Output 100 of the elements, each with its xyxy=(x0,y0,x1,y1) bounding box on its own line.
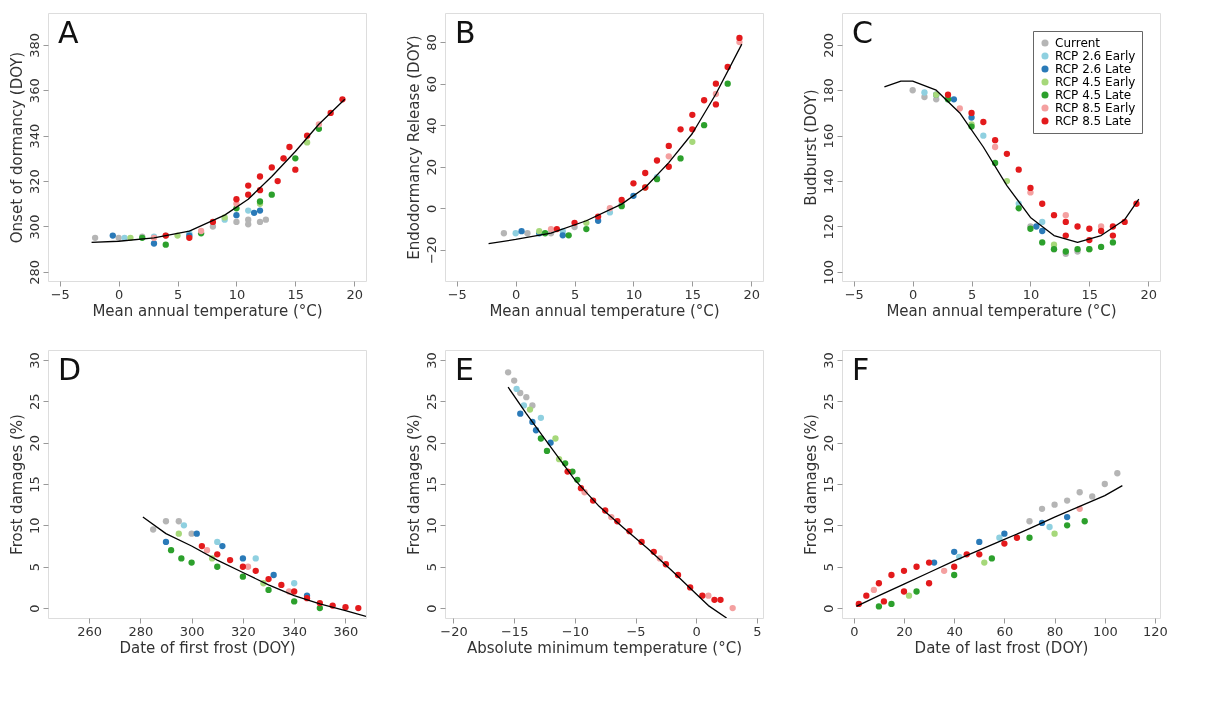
legend-label: RCP 4.5 Late xyxy=(1055,88,1132,102)
x-tick-label: −5 xyxy=(844,286,864,302)
y-tick-label: 30 xyxy=(423,352,439,369)
y-tick-label: 360 xyxy=(26,78,42,104)
x-axis-title: Mean annual temperature (°C) xyxy=(92,301,323,320)
annotation: E xyxy=(455,352,474,387)
y-axis-title: Frost damages (%) xyxy=(7,414,26,555)
x-tick-label: 10 xyxy=(625,286,643,302)
y-axis-title: Onset of dormancy (DOY) xyxy=(7,51,26,244)
x-tick-label: 5 xyxy=(570,286,580,302)
y-tick-label: 25 xyxy=(423,393,439,411)
legend-label: Current xyxy=(1055,36,1101,50)
x-tick-label: 20 xyxy=(896,623,913,639)
x-tick-label: 100 xyxy=(1092,623,1118,639)
y-axis-title: Endodormancy Release (DOY) xyxy=(404,35,423,260)
x-tick-label: 0 xyxy=(115,286,124,302)
y-tick-label: 20 xyxy=(26,434,42,452)
x-tick-label: 5 xyxy=(753,623,762,639)
x-tick-label: 320 xyxy=(230,623,256,639)
x-axis-title: Date of first frost (DOY) xyxy=(119,638,296,657)
annotation: A xyxy=(58,15,79,50)
y-tick-label: 180 xyxy=(820,78,836,104)
annotation: F xyxy=(852,352,870,387)
y-tick-label: 140 xyxy=(820,169,836,194)
x-tick-label: 5 xyxy=(967,286,977,302)
x-tick-label: 15 xyxy=(684,286,702,302)
x-axis-title: Date of last frost (DOY) xyxy=(914,638,1089,657)
y-tick-label: 10 xyxy=(423,517,439,535)
y-axis-title: Frost damages (%) xyxy=(801,414,820,555)
y-tick-label: 5 xyxy=(820,563,836,572)
x-tick-label: 10 xyxy=(228,286,246,302)
x-tick-label: 0 xyxy=(850,623,859,639)
y-tick-label: −20 xyxy=(423,236,439,265)
y-tick-label: 10 xyxy=(26,517,42,535)
x-tick-label: −20 xyxy=(440,623,468,639)
y-tick-label: 320 xyxy=(26,169,42,194)
x-axis-title: Absolute minimum temperature (°C) xyxy=(466,638,743,657)
x-tick-label: 120 xyxy=(1143,623,1168,639)
y-tick-label: 200 xyxy=(820,32,836,58)
y-tick-label: 160 xyxy=(820,123,836,149)
x-tick-label: −5 xyxy=(447,286,467,302)
legend-label: RCP 2.6 Early xyxy=(1055,49,1136,63)
y-tick-label: 15 xyxy=(423,476,439,493)
y-axis-title: Frost damages (%) xyxy=(404,414,423,555)
x-axis-title: Mean annual temperature (°C) xyxy=(489,301,720,320)
x-tick-label: 340 xyxy=(282,623,308,639)
y-tick-label: 40 xyxy=(423,117,439,134)
annotation: C xyxy=(852,15,873,50)
y-tick-label: 380 xyxy=(26,32,42,58)
x-tick-label: 15 xyxy=(1081,286,1099,302)
y-tick-label: 80 xyxy=(423,34,439,51)
y-tick-label: 10 xyxy=(820,517,836,535)
y-tick-label: 25 xyxy=(26,393,42,411)
y-tick-label: 25 xyxy=(820,393,836,411)
x-tick-label: 0 xyxy=(512,286,521,302)
x-tick-label: 0 xyxy=(692,623,701,639)
x-tick-label: 300 xyxy=(179,623,205,639)
y-tick-label: 120 xyxy=(820,214,836,240)
legend-label: RCP 2.6 Late xyxy=(1055,62,1132,76)
y-tick-label: 30 xyxy=(26,352,42,369)
x-tick-label: 15 xyxy=(287,286,305,302)
x-tick-label: −5 xyxy=(626,623,646,639)
x-tick-label: −15 xyxy=(500,623,529,639)
x-tick-label: 260 xyxy=(77,623,102,639)
legend-label: RCP 4.5 Early xyxy=(1055,75,1136,89)
y-tick-label: 0 xyxy=(820,604,836,613)
y-tick-label: 30 xyxy=(820,352,836,369)
y-tick-label: 20 xyxy=(820,434,836,452)
y-tick-label: 15 xyxy=(820,476,836,493)
y-tick-label: 60 xyxy=(423,75,439,93)
y-axis-title: Budburst (DOY) xyxy=(801,89,820,206)
x-tick-label: 80 xyxy=(1046,623,1064,639)
annotation: D xyxy=(58,352,82,387)
x-tick-label: 20 xyxy=(743,286,760,302)
y-tick-label: 0 xyxy=(423,204,439,213)
x-axis-title: Mean annual temperature (°C) xyxy=(886,301,1117,320)
x-tick-label: 5 xyxy=(173,286,183,302)
x-tick-label: 0 xyxy=(909,286,918,302)
x-tick-label: 40 xyxy=(946,623,963,639)
y-tick-label: 5 xyxy=(26,563,42,572)
x-tick-label: 10 xyxy=(1022,286,1040,302)
y-tick-label: 20 xyxy=(423,158,439,176)
legend-label: RCP 8.5 Early xyxy=(1055,101,1136,115)
x-tick-label: −5 xyxy=(50,286,70,302)
y-tick-label: 15 xyxy=(26,476,42,493)
annotation: B xyxy=(455,15,476,50)
y-tick-label: 100 xyxy=(820,260,836,285)
y-tick-label: 20 xyxy=(423,434,439,452)
x-tick-label: 60 xyxy=(996,623,1014,639)
y-tick-label: 0 xyxy=(423,604,439,613)
y-tick-label: 340 xyxy=(26,123,42,149)
y-tick-label: 300 xyxy=(26,214,42,240)
x-tick-label: 280 xyxy=(128,623,154,639)
x-tick-label: 20 xyxy=(346,286,363,302)
x-tick-label: 360 xyxy=(333,623,359,639)
x-tick-label: −10 xyxy=(561,623,590,639)
x-tick-label: 20 xyxy=(1140,286,1157,302)
y-tick-label: 5 xyxy=(423,563,439,572)
y-tick-label: 0 xyxy=(26,604,42,613)
legend-label: RCP 8.5 Late xyxy=(1055,114,1132,128)
